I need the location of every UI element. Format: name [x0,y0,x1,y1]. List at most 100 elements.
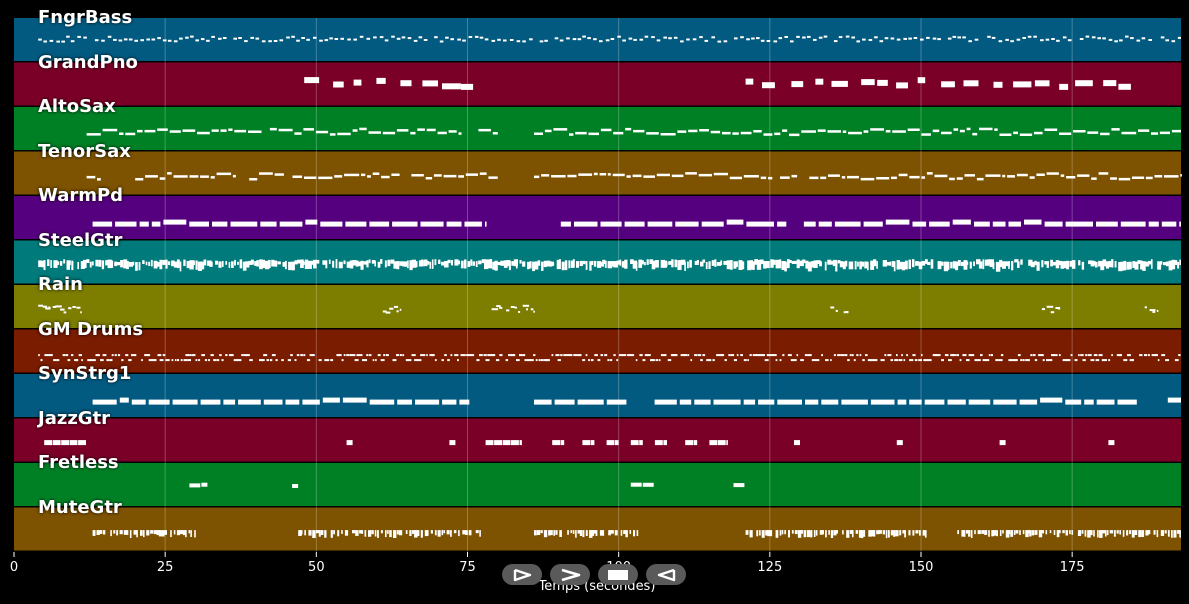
note [176,259,180,269]
note [215,260,218,265]
play-button[interactable] [502,564,542,585]
note [41,260,44,268]
note [189,221,209,227]
note [1139,354,1142,357]
note [635,261,638,271]
note [385,311,391,314]
note [153,530,157,535]
note [961,530,965,537]
note [1045,38,1050,41]
note [1074,359,1078,362]
note [228,354,233,357]
note [1093,530,1095,537]
note [1046,261,1049,268]
note [246,354,250,357]
note [873,359,878,362]
note [801,130,816,133]
note [802,259,806,264]
note [874,36,878,39]
note [294,132,302,135]
note [995,261,1001,272]
note [962,36,966,39]
note [861,261,864,267]
note [529,38,533,41]
note [699,129,709,132]
note [761,354,765,357]
note [368,530,372,537]
note [1013,131,1018,135]
note [481,259,486,264]
note [186,261,190,269]
track-tenorsax [14,151,1182,195]
note [241,354,244,357]
note [766,40,771,42]
note [716,262,721,266]
track-label: SynStrg1 [38,363,132,384]
track-mutegtr [14,507,1181,551]
note [352,530,356,534]
note [374,261,376,267]
note [204,359,208,362]
track-grandpno [14,62,1181,106]
note [859,261,862,270]
note [991,36,996,39]
note [860,177,875,181]
note [733,261,737,269]
stop-button[interactable] [598,564,638,585]
note [352,129,358,132]
note [1108,440,1115,446]
note [337,530,340,537]
note [1080,354,1084,357]
rewind-button[interactable] [646,564,686,585]
track-lane [14,374,1181,417]
note [794,440,800,446]
note [1096,221,1118,227]
note [519,354,523,357]
note [233,37,237,40]
note [346,354,350,357]
note [702,354,706,357]
note [988,530,990,537]
note [185,354,190,357]
note [514,306,517,309]
note [842,261,846,270]
note [1108,359,1111,362]
fast-forward-button[interactable] [550,564,590,585]
note [1164,530,1167,534]
note [658,359,661,362]
note [117,354,121,357]
note [98,259,102,267]
track-notes [38,304,1159,314]
note [656,173,670,177]
note [189,483,201,488]
note [868,39,873,41]
note [654,440,663,446]
note [522,261,526,267]
note [573,354,577,357]
note [889,261,892,266]
note [400,80,412,87]
note [434,259,437,266]
note [902,530,906,534]
note [197,131,210,135]
note [890,359,894,362]
note [857,261,859,267]
note [312,530,316,538]
note [462,354,466,357]
note [324,39,329,42]
note [484,259,489,270]
note [69,440,78,446]
track-rain [14,285,1181,328]
note [893,262,896,272]
note [450,38,454,41]
note [120,260,124,268]
note [1111,259,1114,268]
note [529,261,532,269]
note [898,173,908,177]
note [1077,530,1082,536]
note [675,221,699,227]
note [1034,359,1038,362]
note [909,175,920,179]
note [932,129,940,133]
note [259,359,263,362]
